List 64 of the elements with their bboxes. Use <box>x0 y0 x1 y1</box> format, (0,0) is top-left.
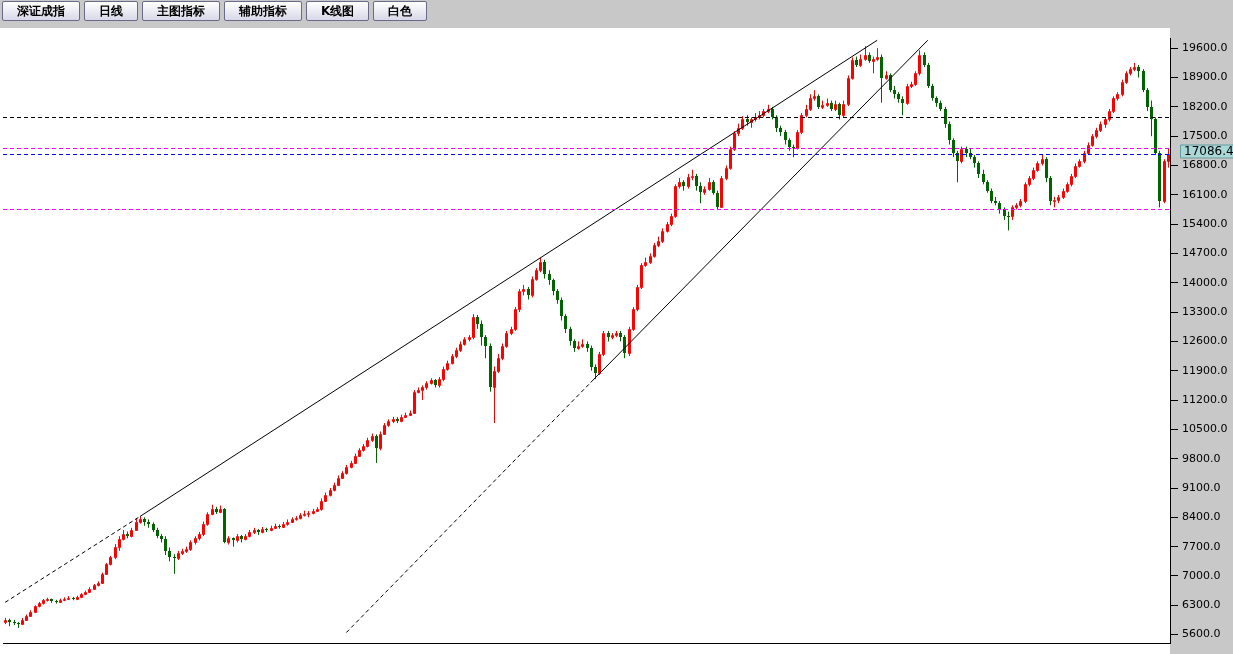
candlestick <box>948 121 951 146</box>
candlestick <box>375 433 378 464</box>
candlestick <box>459 340 462 353</box>
y-tick-label: 12600.0 <box>1182 334 1228 348</box>
text: 白色 <box>373 1 428 21</box>
y-tick-label: 14700.0 <box>1182 246 1228 260</box>
y-tick-label: 11900.0 <box>1182 363 1228 377</box>
y-tick-label: 16800.0 <box>1182 158 1228 172</box>
candlestick <box>569 326 572 347</box>
candlestick <box>927 62 930 89</box>
candlestick <box>1163 158 1166 204</box>
candlestick <box>1150 100 1153 137</box>
candlestick <box>590 345 593 372</box>
candlestick <box>1024 181 1027 204</box>
candlestick <box>1041 154 1044 167</box>
candlestick <box>716 190 719 210</box>
y-tick-label: 15400.0 <box>1182 217 1228 230</box>
candlestick <box>543 259 546 280</box>
y-tick-label: 17500.0 <box>1182 129 1228 143</box>
y-tick-label: 5600.0 <box>1182 627 1221 641</box>
text: 日线 <box>84 1 138 21</box>
candlestick <box>564 313 567 334</box>
candlestick <box>880 54 883 104</box>
candlestick <box>901 95 904 116</box>
y-tick-label: 10500.0 <box>1182 422 1228 436</box>
text: 辅助指标 <box>224 1 302 21</box>
candlestick <box>189 539 192 552</box>
candlestick <box>164 535 167 556</box>
y-tick-label: 14000.0 <box>1182 275 1228 289</box>
candlestick <box>560 296 563 321</box>
candlestick <box>952 137 955 158</box>
y-tick-label: 7700.0 <box>1182 539 1221 553</box>
candlestick <box>413 389 416 415</box>
candlestick <box>720 175 723 208</box>
candlestick <box>906 83 909 106</box>
candlestick <box>173 553 176 575</box>
y-tick-label: 19600.0 <box>1182 41 1228 55</box>
candlestick <box>278 523 281 530</box>
candlestick <box>484 334 487 359</box>
y-tick-label: 13300.0 <box>1182 304 1228 318</box>
y-tick-label: 6300.0 <box>1182 598 1221 612</box>
candlestick <box>1142 68 1145 93</box>
y-tick-label: 7000.0 <box>1182 568 1221 582</box>
candlestick <box>1007 211 1010 231</box>
candlestick <box>1049 175 1052 206</box>
y-tick-label: 8400.0 <box>1182 510 1221 524</box>
candlestick <box>1146 87 1149 112</box>
candlestick <box>1045 156 1048 183</box>
chart-title: 深证成指 <box>2 1 80 21</box>
y-tick-label: 11200.0 <box>1182 392 1228 406</box>
candlestick <box>337 474 340 487</box>
y-tick-label: 9800.0 <box>1182 451 1221 465</box>
y-tick-label: 16100.0 <box>1182 187 1228 201</box>
y-tick-label: 18900.0 <box>1182 70 1228 84</box>
candlestick <box>699 181 702 204</box>
candlestick <box>480 319 483 347</box>
candlestick <box>472 313 475 340</box>
ref-line-label: 17086.4 <box>1184 143 1233 158</box>
y-tick-label: 18200.0 <box>1182 99 1228 113</box>
candlestick <box>944 106 947 129</box>
text: K线图 <box>306 1 370 21</box>
candlestick <box>320 497 323 512</box>
text: 主图指标 <box>142 1 220 21</box>
y-tick-label: 9100.0 <box>1182 480 1221 494</box>
